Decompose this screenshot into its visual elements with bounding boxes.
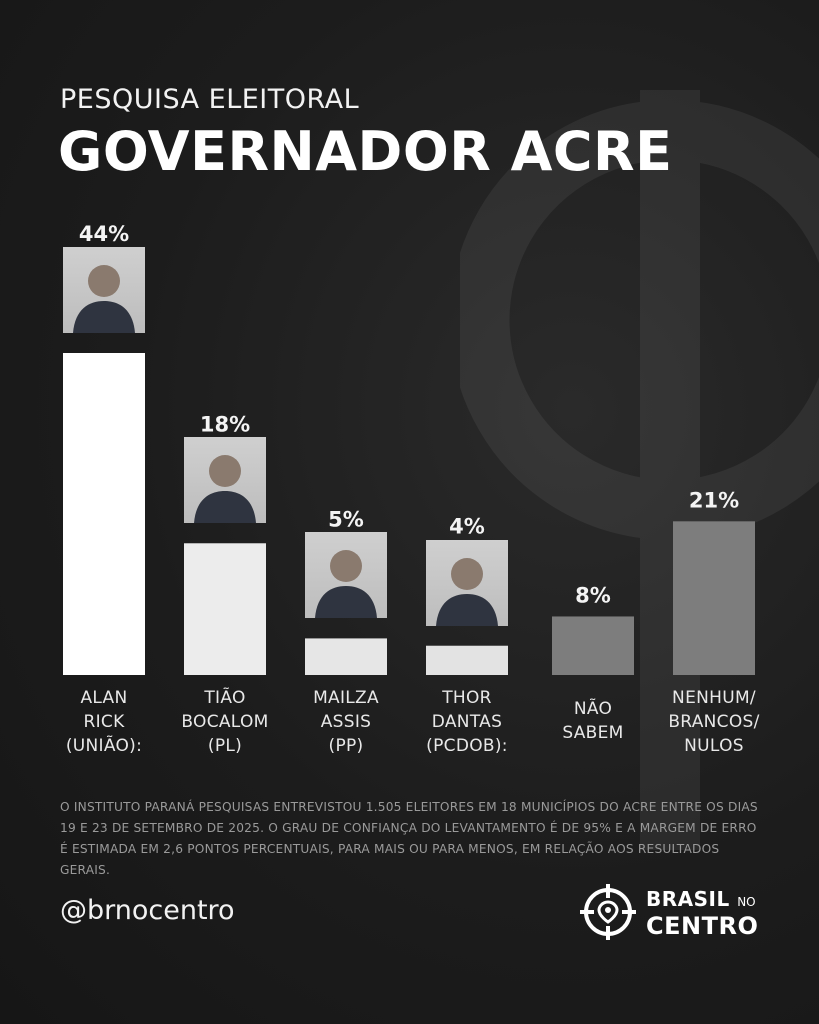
category-label-line: NÃO (573, 699, 613, 719)
category-label-line: (PCDOB): (426, 736, 508, 756)
category-label-line: THOR (442, 688, 492, 708)
candidate-photo-2 (305, 532, 387, 619)
brand-name-line1: BRASIL (646, 887, 730, 911)
value-label-3: 4% (449, 515, 485, 539)
category-label-line: (UNIÃO): (65, 736, 143, 756)
bar-2 (305, 638, 387, 675)
category-label-3: THOR DANTAS (PCDOB): (402, 686, 532, 758)
category-label-line: RICK (83, 712, 125, 732)
bar-4 (552, 616, 634, 675)
person-silhouette-icon (194, 455, 256, 524)
category-label-line: ASSIS (320, 712, 372, 732)
brand-name-line2: CENTRO (646, 912, 759, 940)
category-label-line: ALAN (80, 688, 128, 708)
person-silhouette-icon (315, 550, 377, 619)
person-silhouette-icon (436, 557, 498, 626)
chart-subtitle: PESQUISA ELEITORAL (60, 84, 360, 115)
brand-name-no: NO (737, 895, 756, 909)
category-label-1: TIÃO BOCALOM (PL) (160, 686, 290, 758)
bar-chart: 44% 18% 5% 4% 8% 21% (63, 222, 755, 675)
candidate-photo-1 (184, 437, 266, 524)
chart-title: GOVERNADOR ACRE (58, 120, 673, 183)
category-label-line: DANTAS (431, 712, 503, 732)
bar-0 (63, 353, 145, 675)
category-label-line: MAILZA (313, 688, 379, 708)
bar-3 (426, 645, 508, 675)
category-label-line: (PL) (207, 736, 243, 756)
crosshair-icon (580, 884, 636, 940)
candidate-photo-3 (426, 539, 508, 626)
category-label-line: TIÃO (204, 688, 246, 708)
methodology-note: O INSTITUTO PARANÁ PESQUISAS ENTREVISTOU… (60, 800, 758, 877)
category-label-5: NENHUM/BRANCOS/NULOS (649, 686, 779, 758)
category-label-line: NULOS (684, 736, 744, 756)
social-handle: @brnocentro (60, 895, 235, 926)
bar-5 (673, 521, 755, 675)
value-label-1: 18% (200, 412, 250, 436)
value-label-0: 44% (79, 222, 129, 246)
category-label-line: (PP) (328, 736, 364, 756)
value-label-4: 8% (575, 583, 611, 607)
candidate-photo-0 (63, 247, 145, 333)
category-label-line: BOCALOM (181, 712, 269, 732)
category-label-line: SABEM (562, 723, 624, 743)
brand-logo: BRASIL NO CENTRO (578, 882, 768, 942)
bar-1 (184, 543, 266, 675)
person-silhouette-icon (73, 265, 135, 333)
value-label-5: 21% (689, 488, 739, 512)
category-label-line: BRANCOS/ (668, 712, 760, 732)
value-label-2: 5% (328, 507, 364, 531)
category-label-2: MAILZA ASSIS (PP) (281, 686, 411, 758)
category-label-line: NENHUM/ (672, 688, 756, 708)
category-label-4: NÃO SABEM (528, 697, 658, 745)
category-label-0: ALAN RICK (UNIÃO): (39, 686, 169, 758)
